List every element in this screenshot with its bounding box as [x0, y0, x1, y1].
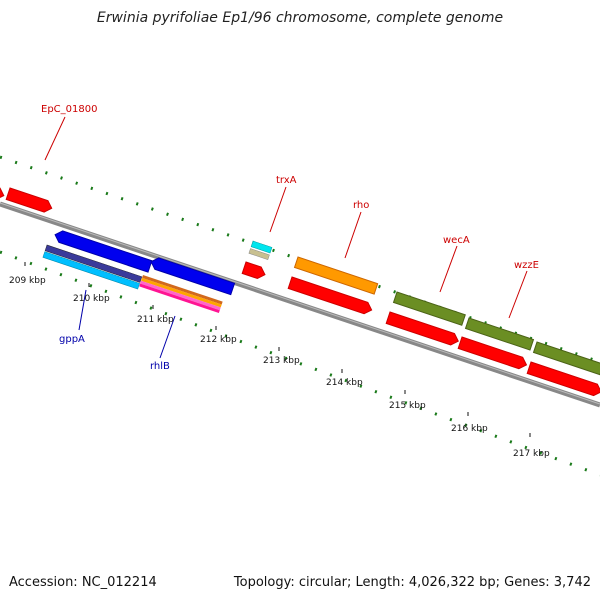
feature-block-rhlb[interactable]: [139, 275, 223, 314]
gene-labels: EpC_01800 trxA rho wecA wzzE gppA rhlB: [41, 104, 539, 372]
backbone-highlight: [0, 202, 600, 405]
feature-block-wzze[interactable]: [464, 317, 535, 351]
feature-block-rho[interactable]: [293, 256, 379, 295]
tick-label: 215 kbp: [389, 401, 426, 411]
gene-arrow-wzze[interactable]: [457, 336, 528, 371]
label-connectors: [44, 116, 528, 359]
gene-label-weca[interactable]: wecA: [443, 235, 470, 246]
reverse-genes: [42, 229, 236, 314]
gene-label-rho[interactable]: rho: [353, 200, 369, 211]
forward-genes: [0, 184, 600, 397]
tick-label: 216 kbp: [451, 424, 488, 434]
scale-ticks: [24, 262, 531, 437]
tick-label: 217 kbp: [513, 449, 550, 459]
tick-label: 212 kbp: [200, 335, 237, 345]
feature-block[interactable]: [248, 240, 273, 260]
gc-track-outer: [0, 155, 600, 364]
gene-label-trxa[interactable]: trxA: [276, 175, 297, 186]
gene-arrow-epc-01800[interactable]: [5, 187, 53, 214]
tick-label: 209 kbp: [9, 276, 46, 286]
map-title: Erwinia pyrifoliae Ep1/96 chromosome, co…: [96, 10, 504, 26]
gene-arrow-rhlb[interactable]: [149, 256, 236, 296]
feature-block-weca[interactable]: [392, 291, 466, 326]
gene-label-gppa[interactable]: gppA: [59, 334, 85, 345]
gene-arrow-gppa[interactable]: [53, 229, 153, 273]
feature-block[interactable]: [532, 341, 600, 376]
gene-arrow-rho[interactable]: [287, 276, 373, 316]
forward-features: [248, 240, 600, 376]
tick-label: 210 kbp: [73, 294, 110, 304]
gc-track-inner: [0, 250, 600, 477]
chromosome-backbone: [0, 201, 600, 408]
feature-block-gppa[interactable]: [42, 244, 143, 290]
gene-arrow[interactable]: [0, 184, 6, 201]
gene-label-wzze[interactable]: wzzE: [514, 260, 539, 271]
tick-label: 213 kbp: [263, 356, 300, 366]
tick-label: 211 kbp: [137, 315, 174, 325]
scale-labels: 209 kbp 210 kbp 211 kbp 212 kbp 213 kbp …: [9, 276, 550, 459]
gene-arrow[interactable]: [526, 361, 600, 397]
accession-text: Accession: NC_012214: [9, 575, 157, 590]
gene-arrow-trxa[interactable]: [241, 261, 267, 280]
gene-label-epc-01800[interactable]: EpC_01800: [41, 104, 97, 115]
genome-summary-text: Topology: circular; Length: 4,026,322 bp…: [233, 575, 591, 590]
tick-label: 214 kbp: [326, 378, 363, 388]
gene-arrow-weca[interactable]: [385, 311, 460, 347]
gene-label-rhlb[interactable]: rhlB: [150, 361, 170, 372]
